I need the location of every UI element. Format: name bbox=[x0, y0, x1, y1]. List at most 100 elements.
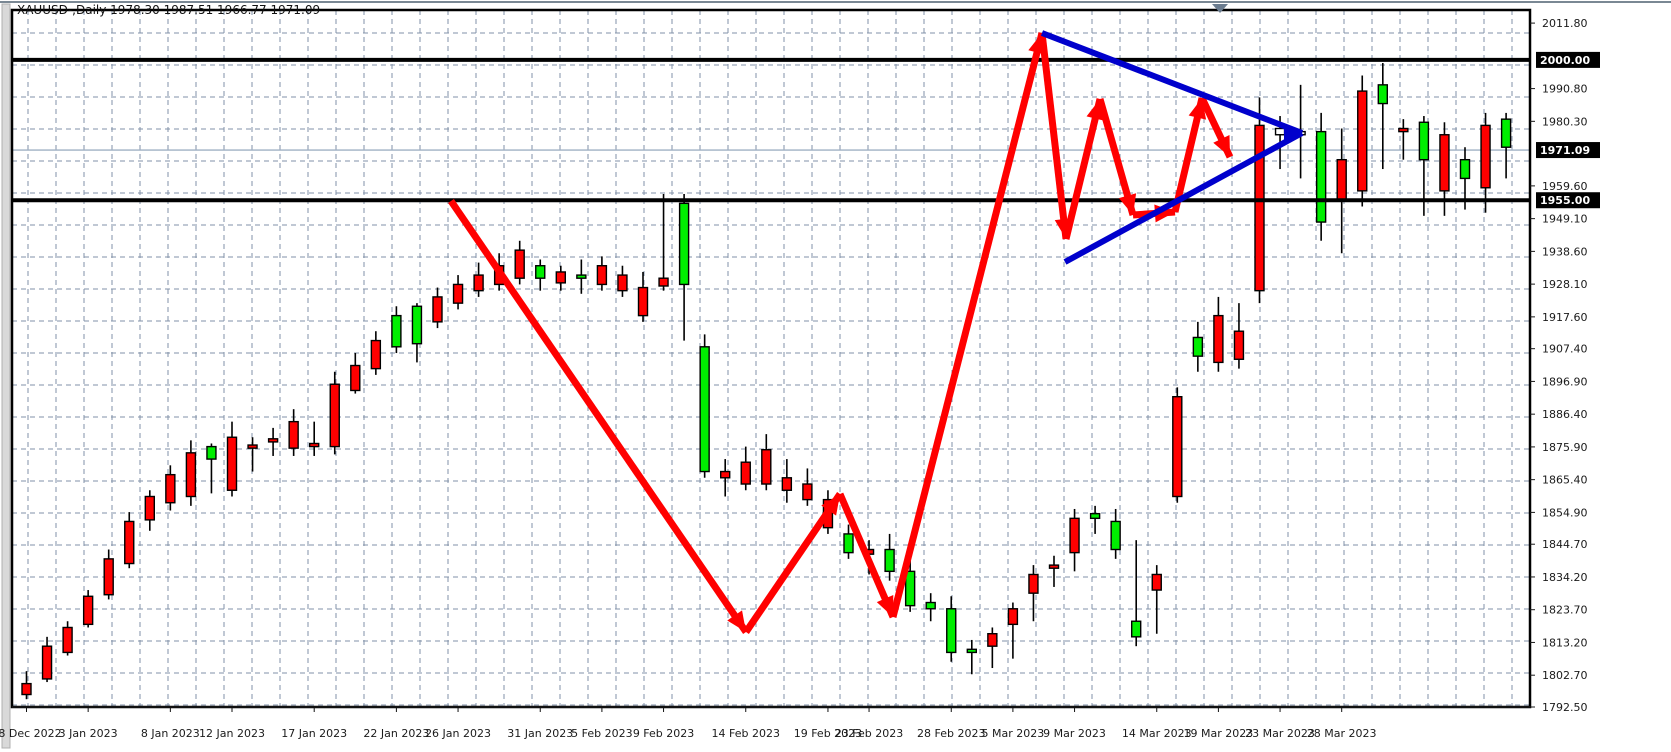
price-tick-label: 2011.80 bbox=[1542, 17, 1588, 30]
candlestick[interactable] bbox=[1398, 119, 1409, 160]
candlestick[interactable] bbox=[411, 303, 423, 363]
candlestick[interactable] bbox=[1007, 602, 1019, 659]
candlestick[interactable] bbox=[1357, 75, 1368, 207]
candlestick[interactable] bbox=[144, 490, 156, 531]
candlestick[interactable] bbox=[103, 549, 114, 600]
candlestick[interactable] bbox=[329, 371, 340, 455]
candlestick[interactable] bbox=[1480, 112, 1491, 213]
candlestick[interactable] bbox=[576, 259, 587, 294]
candlestick[interactable] bbox=[432, 287, 443, 329]
candlestick[interactable] bbox=[288, 409, 299, 456]
candlestick[interactable] bbox=[1233, 303, 1245, 369]
date-tick-label: 8 Jan 2023 bbox=[141, 727, 200, 740]
candlestick[interactable] bbox=[473, 262, 484, 297]
chevron-down-icon[interactable] bbox=[1212, 4, 1228, 13]
candlestick[interactable] bbox=[21, 671, 32, 700]
candlestick[interactable] bbox=[802, 468, 813, 506]
candlestick[interactable] bbox=[904, 555, 916, 612]
price-tick-label: 1792.50 bbox=[1542, 701, 1588, 714]
candlestick[interactable] bbox=[720, 459, 731, 497]
candlestick[interactable] bbox=[226, 421, 238, 497]
date-tick-label: 3 Jan 2023 bbox=[59, 727, 118, 740]
candlestick[interactable] bbox=[309, 421, 320, 456]
date-tick-label: 22 Jan 2023 bbox=[363, 727, 429, 740]
candlestick[interactable] bbox=[1110, 508, 1121, 559]
candlestick[interactable] bbox=[535, 259, 546, 291]
candlestick[interactable] bbox=[740, 446, 751, 491]
candlestick[interactable] bbox=[555, 265, 566, 291]
candlestick[interactable] bbox=[781, 459, 793, 503]
candlestick[interactable] bbox=[1048, 555, 1060, 587]
candlestick[interactable] bbox=[1377, 63, 1389, 170]
date-tick-label: 19 Mar 2023 bbox=[1184, 727, 1254, 740]
price-tick-label: 1949.10 bbox=[1542, 213, 1588, 226]
candlestick[interactable] bbox=[185, 440, 197, 506]
candlestick[interactable] bbox=[124, 512, 135, 569]
candlestick[interactable] bbox=[946, 596, 957, 662]
price-tick-label: 1990.80 bbox=[1542, 83, 1588, 96]
date-tick-label: 5 Feb 2023 bbox=[571, 727, 632, 740]
candlestick[interactable] bbox=[247, 437, 258, 472]
candlestick[interactable] bbox=[1315, 112, 1327, 241]
date-tick-label: 31 Jan 2023 bbox=[507, 727, 573, 740]
candlestick[interactable] bbox=[1089, 505, 1101, 534]
candlestick[interactable] bbox=[678, 193, 690, 341]
candlestick[interactable] bbox=[884, 533, 895, 581]
candlestick[interactable] bbox=[267, 427, 279, 456]
candlestick[interactable] bbox=[596, 256, 608, 291]
candlestick[interactable] bbox=[82, 590, 94, 628]
candlestick[interactable] bbox=[987, 627, 998, 669]
price-tick-label: 1907.40 bbox=[1542, 343, 1588, 356]
candlestick[interactable] bbox=[452, 275, 464, 310]
price-tick-label: 1896.90 bbox=[1542, 375, 1588, 388]
candlestick[interactable] bbox=[617, 265, 628, 297]
candlestick[interactable] bbox=[1028, 565, 1039, 622]
price-tick-label: 1823.70 bbox=[1542, 604, 1588, 617]
candlestick[interactable] bbox=[1172, 387, 1183, 503]
date-tick-label: 12 Jan 2023 bbox=[199, 727, 265, 740]
candlestick[interactable] bbox=[699, 334, 710, 478]
annotation-layer[interactable] bbox=[448, 30, 1304, 634]
candlestick[interactable] bbox=[1151, 565, 1162, 634]
candlestick[interactable] bbox=[761, 434, 772, 491]
candlestick[interactable] bbox=[1500, 112, 1512, 179]
price-tick-label: 1886.40 bbox=[1542, 408, 1588, 421]
price-tick-label: 1865.40 bbox=[1542, 474, 1588, 487]
candlestick[interactable] bbox=[391, 306, 402, 354]
trend-arrow bbox=[743, 492, 843, 634]
candlestick[interactable] bbox=[1069, 508, 1080, 572]
candlestick[interactable] bbox=[514, 240, 525, 285]
date-tick-label: 19 Feb 2023 bbox=[794, 727, 862, 740]
candlestick[interactable] bbox=[206, 443, 217, 494]
candlestick[interactable] bbox=[1192, 321, 1204, 372]
candlestick[interactable] bbox=[1130, 540, 1142, 647]
candlestick[interactable] bbox=[637, 271, 649, 322]
candlestick[interactable] bbox=[843, 524, 854, 559]
date-tick-label: 23 Feb 2023 bbox=[835, 727, 903, 740]
candlestick[interactable] bbox=[658, 193, 669, 291]
candlestick-series[interactable] bbox=[21, 63, 1512, 700]
date-tick-label: 23 Mar 2023 bbox=[1245, 727, 1315, 740]
candlestick[interactable] bbox=[350, 353, 361, 394]
candlestick[interactable] bbox=[165, 465, 176, 511]
candlestick[interactable] bbox=[370, 331, 382, 375]
price-tick-label: 1938.60 bbox=[1542, 245, 1588, 258]
candlestick[interactable] bbox=[62, 621, 73, 656]
price-tick-label: 1917.60 bbox=[1542, 311, 1588, 324]
candlestick[interactable] bbox=[41, 636, 53, 683]
candlestick[interactable] bbox=[925, 593, 936, 622]
price-tick-label: 1834.20 bbox=[1542, 571, 1588, 584]
date-tick-label: 17 Jan 2023 bbox=[281, 727, 347, 740]
candlestick[interactable] bbox=[1213, 296, 1224, 372]
price-axis[interactable]: 2011.80 1990.80 1980.30 1959.60 1949.10 1938.… bbox=[1530, 17, 1588, 714]
price-tick-label: 1959.60 bbox=[1542, 180, 1588, 193]
price-tag: 1971.09 bbox=[1536, 142, 1600, 159]
candlestick[interactable] bbox=[966, 639, 977, 675]
date-tick-label: 28 Feb 2023 bbox=[917, 727, 985, 740]
price-tick-label: 1813.20 bbox=[1542, 636, 1588, 649]
triangle-trendline bbox=[1063, 130, 1304, 265]
price-tick-label: 1854.90 bbox=[1542, 506, 1588, 519]
trend-arrow bbox=[1096, 98, 1137, 216]
